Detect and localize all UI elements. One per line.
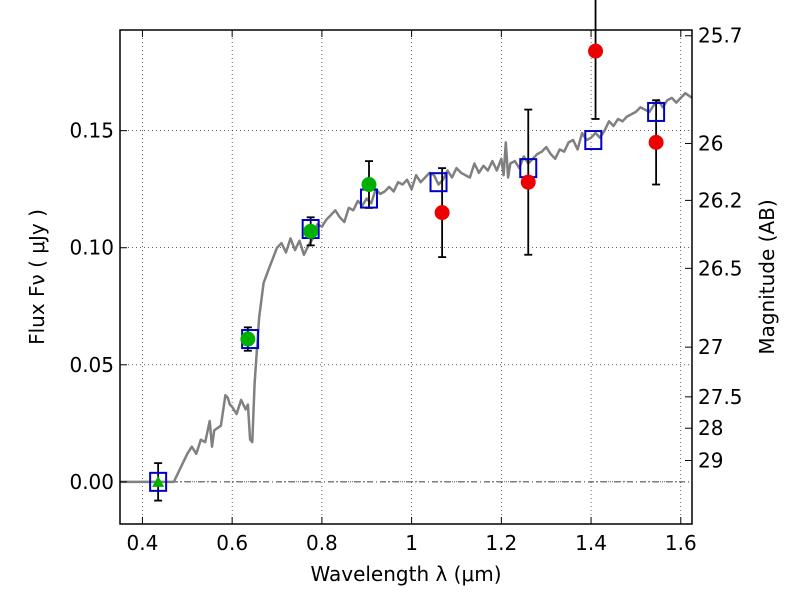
y-right-tick-label: 28: [698, 416, 723, 440]
y-right-tick-label: 25.7: [698, 24, 743, 48]
errorbars: [154, 0, 661, 502]
y-tick-labels: 0.00 0.05 0.10 0.15: [69, 119, 114, 494]
x-tick-label: 1: [405, 531, 418, 555]
low-sn-point: [520, 174, 536, 190]
y-right-tick-label: 26.5: [698, 256, 743, 280]
y-right-tick-label: 26.2: [698, 188, 743, 212]
y-tick-label: 0.15: [69, 119, 114, 143]
x-axis-title: Wavelength λ (μm): [310, 562, 501, 586]
detection-point: [240, 331, 256, 347]
x-tick-labels: 0.4 0.6 0.8 1 1.2 1.4 1.6: [127, 531, 697, 555]
low-sn-point: [588, 43, 604, 59]
y-right-tick-labels: 25.7 26 26.2 26.5 27 27.5 28 29: [698, 24, 743, 473]
x-tick-label: 0.4: [127, 531, 159, 555]
y-tick-label: 0.05: [69, 353, 114, 377]
y-right-tick-label: 27: [698, 335, 723, 359]
y-right-axis-title: Magnitude (AB): [755, 199, 779, 354]
y-tick-label: 0.10: [69, 236, 114, 260]
plot-frame: [119, 29, 693, 525]
x-tick-label: 1.6: [665, 531, 697, 555]
upper-limit-triangle: [152, 475, 165, 487]
sed-model: [120, 91, 693, 484]
y-axis-title: Flux Fν ( μJy ): [25, 209, 49, 345]
sed-curve: [120, 91, 693, 484]
x-tick-label: 0.6: [216, 531, 248, 555]
grid: [120, 30, 692, 524]
low-sn-point: [434, 205, 450, 221]
model-photometry-box: [149, 471, 168, 492]
y-tick-label: 0.00: [69, 470, 114, 494]
low-sn-point: [648, 134, 664, 150]
x-tick-label: 0.8: [306, 531, 338, 555]
model-photometry-box: [584, 130, 603, 151]
detection-point: [361, 177, 377, 193]
y-right-tick-label: 29: [698, 449, 723, 473]
model-photometry-box: [647, 101, 666, 122]
y-right-tick-label: 27.5: [698, 385, 743, 409]
x-tick-label: 1.2: [485, 531, 517, 555]
ticks: [120, 30, 692, 524]
detection-point: [303, 223, 319, 239]
y-right-tick-label: 26: [698, 131, 723, 155]
model-photometry-box: [429, 172, 448, 193]
x-tick-label: 1.4: [575, 531, 607, 555]
markers: [149, 43, 666, 492]
